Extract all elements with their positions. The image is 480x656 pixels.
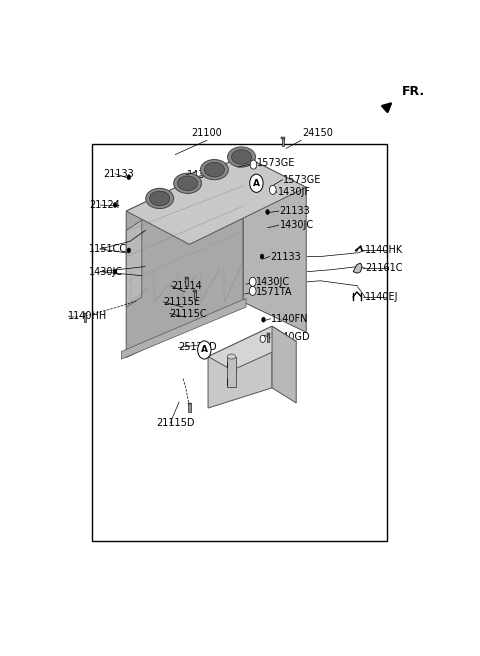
Polygon shape [126, 155, 306, 245]
Text: 21124: 21124 [89, 200, 120, 210]
Text: 1140EJ: 1140EJ [365, 292, 398, 302]
Ellipse shape [204, 163, 225, 177]
Bar [282, 137, 284, 146]
Text: 1430JC: 1430JC [89, 267, 123, 277]
Circle shape [260, 335, 265, 342]
Text: 1571TA: 1571TA [256, 287, 293, 297]
Circle shape [249, 277, 256, 286]
Bar [193, 291, 196, 299]
Text: 21133: 21133 [103, 169, 133, 178]
Text: 1430JF: 1430JF [277, 188, 311, 197]
Bar [185, 277, 188, 286]
Ellipse shape [201, 159, 228, 180]
Ellipse shape [178, 176, 198, 190]
Text: 21115E: 21115E [163, 297, 201, 307]
Circle shape [127, 248, 131, 253]
Circle shape [127, 174, 131, 180]
Circle shape [113, 269, 117, 274]
Text: 1140HH: 1140HH [68, 311, 108, 321]
Bar [92, 144, 387, 541]
Bar [267, 333, 269, 342]
Polygon shape [208, 326, 272, 408]
Text: 1430JC: 1430JC [256, 277, 290, 287]
Bar [84, 313, 87, 314]
Text: 1140FN: 1140FN [271, 314, 309, 323]
Circle shape [266, 209, 269, 215]
Text: 1151CC: 1151CC [89, 244, 127, 254]
Text: 1573GE: 1573GE [283, 174, 322, 185]
Circle shape [269, 185, 276, 194]
Bar [228, 357, 236, 387]
Ellipse shape [146, 188, 174, 209]
Text: 21161C: 21161C [365, 263, 403, 273]
Text: 1430JC: 1430JC [279, 220, 313, 230]
Text: 21119B: 21119B [219, 361, 257, 372]
Ellipse shape [228, 147, 255, 167]
Text: 21115C: 21115C [170, 308, 207, 319]
Text: A: A [253, 179, 260, 188]
Text: 21114: 21114 [171, 281, 202, 291]
Ellipse shape [231, 150, 252, 164]
Ellipse shape [228, 354, 236, 359]
Polygon shape [272, 326, 296, 403]
Bar [84, 313, 86, 321]
Text: 1140HK: 1140HK [365, 245, 403, 255]
Text: A: A [201, 346, 208, 354]
Text: 24150: 24150 [302, 129, 333, 138]
Text: 21133: 21133 [270, 251, 301, 262]
Polygon shape [126, 220, 142, 307]
Ellipse shape [174, 173, 202, 194]
Circle shape [113, 203, 117, 207]
Text: 21522C: 21522C [219, 382, 257, 392]
Ellipse shape [150, 191, 170, 206]
Text: 21133: 21133 [279, 206, 310, 216]
Polygon shape [126, 155, 243, 358]
Bar [266, 333, 270, 335]
Circle shape [260, 254, 264, 259]
Circle shape [198, 341, 211, 359]
Polygon shape [208, 326, 296, 370]
Circle shape [249, 286, 256, 295]
Text: 1573GE: 1573GE [257, 157, 296, 167]
Polygon shape [243, 155, 306, 333]
Bar [281, 137, 285, 139]
Text: 21115D: 21115D [156, 419, 194, 428]
Circle shape [250, 174, 263, 192]
Text: FR.: FR. [401, 85, 425, 98]
Text: 21100: 21100 [192, 129, 222, 138]
Polygon shape [353, 263, 362, 273]
Bar [185, 277, 188, 279]
Bar [188, 403, 191, 404]
Circle shape [250, 160, 257, 169]
Text: 1140GD: 1140GD [271, 333, 311, 342]
Text: 25124D: 25124D [178, 342, 217, 352]
Polygon shape [121, 298, 246, 359]
Bar [188, 403, 191, 411]
Text: 1430JF: 1430JF [186, 170, 219, 180]
Circle shape [262, 317, 265, 322]
Bar [193, 291, 196, 292]
